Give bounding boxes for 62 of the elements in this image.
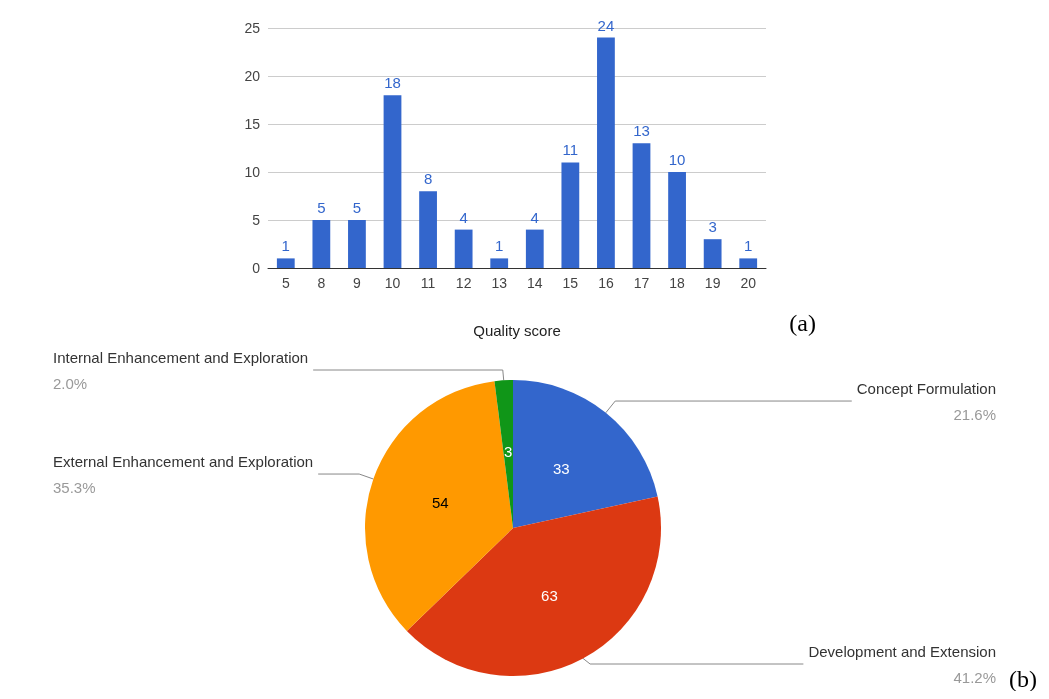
data-label: 13: [633, 122, 650, 140]
text: (a): [789, 310, 816, 336]
data-label: 5: [352, 199, 362, 216]
y-tick-label: 20: [244, 68, 261, 84]
data-label: 24: [597, 16, 615, 34]
x-tick-label: 19: [704, 275, 721, 291]
bar: [739, 258, 758, 268]
slice-label: Concept Formulation: [856, 379, 996, 397]
x-tick-label: 8: [317, 275, 326, 291]
y-tick-label: 10: [244, 164, 261, 180]
data-label: 10: [668, 151, 686, 168]
bar: [419, 191, 437, 268]
x-tick-label: 17: [633, 275, 650, 291]
data-label: 2.0%: [53, 374, 88, 392]
data-label: 5: [317, 199, 326, 216]
data-label: 1: [495, 237, 504, 255]
bar: [703, 239, 722, 268]
bar: [632, 143, 651, 268]
bar: [668, 172, 686, 268]
data-label: 1: [281, 237, 290, 255]
bar: [525, 229, 544, 268]
data-label: 8: [423, 170, 433, 188]
x-tick-label: 14: [527, 275, 543, 291]
x-tick-label: 9: [353, 275, 362, 291]
y-tick-label: 25: [244, 20, 261, 36]
y-tick-label: 0: [252, 260, 261, 276]
text: 3: [504, 442, 513, 460]
x-tick-label: 10: [384, 275, 401, 291]
x-tick-label: 18: [669, 275, 686, 291]
data-label: 3: [708, 218, 717, 236]
x-tick-label: 20: [740, 275, 757, 291]
slice-label: External Enhancement and Exploration: [53, 452, 314, 470]
x-axis-title: Quality score: [473, 322, 561, 339]
bar: [276, 258, 295, 268]
data-label: 21.6%: [953, 405, 996, 423]
data-label: 4: [530, 208, 539, 226]
bar: [561, 162, 580, 268]
bar: [348, 220, 366, 268]
bar: [383, 95, 402, 268]
x-tick-label: 12: [455, 275, 472, 291]
bar: [454, 229, 473, 268]
x-tick-label: 15: [562, 275, 579, 291]
x-tick-label: 5: [281, 275, 290, 291]
x-tick-label: 16: [598, 275, 614, 291]
data-label: 1: [744, 237, 753, 255]
y-tick-label: 5: [252, 212, 261, 228]
bar: [490, 258, 509, 268]
slice-label: Internal Enhancement and Exploration: [53, 348, 309, 366]
x-tick-label: 11: [420, 275, 436, 291]
x-tick-label: 13: [491, 275, 508, 291]
data-label: 18: [384, 74, 401, 92]
bar: [312, 220, 331, 268]
data-label: 35.3%: [53, 478, 96, 496]
text: 54: [432, 494, 449, 512]
data-label: 11: [562, 141, 579, 159]
y-tick-label: 15: [244, 116, 261, 132]
slice-label: Development and Extension: [808, 642, 996, 660]
text: 33: [552, 459, 570, 477]
data-label: 4: [459, 208, 468, 226]
text: 63: [541, 587, 558, 605]
bar: [597, 37, 615, 268]
data-label: 41.2%: [953, 668, 996, 686]
